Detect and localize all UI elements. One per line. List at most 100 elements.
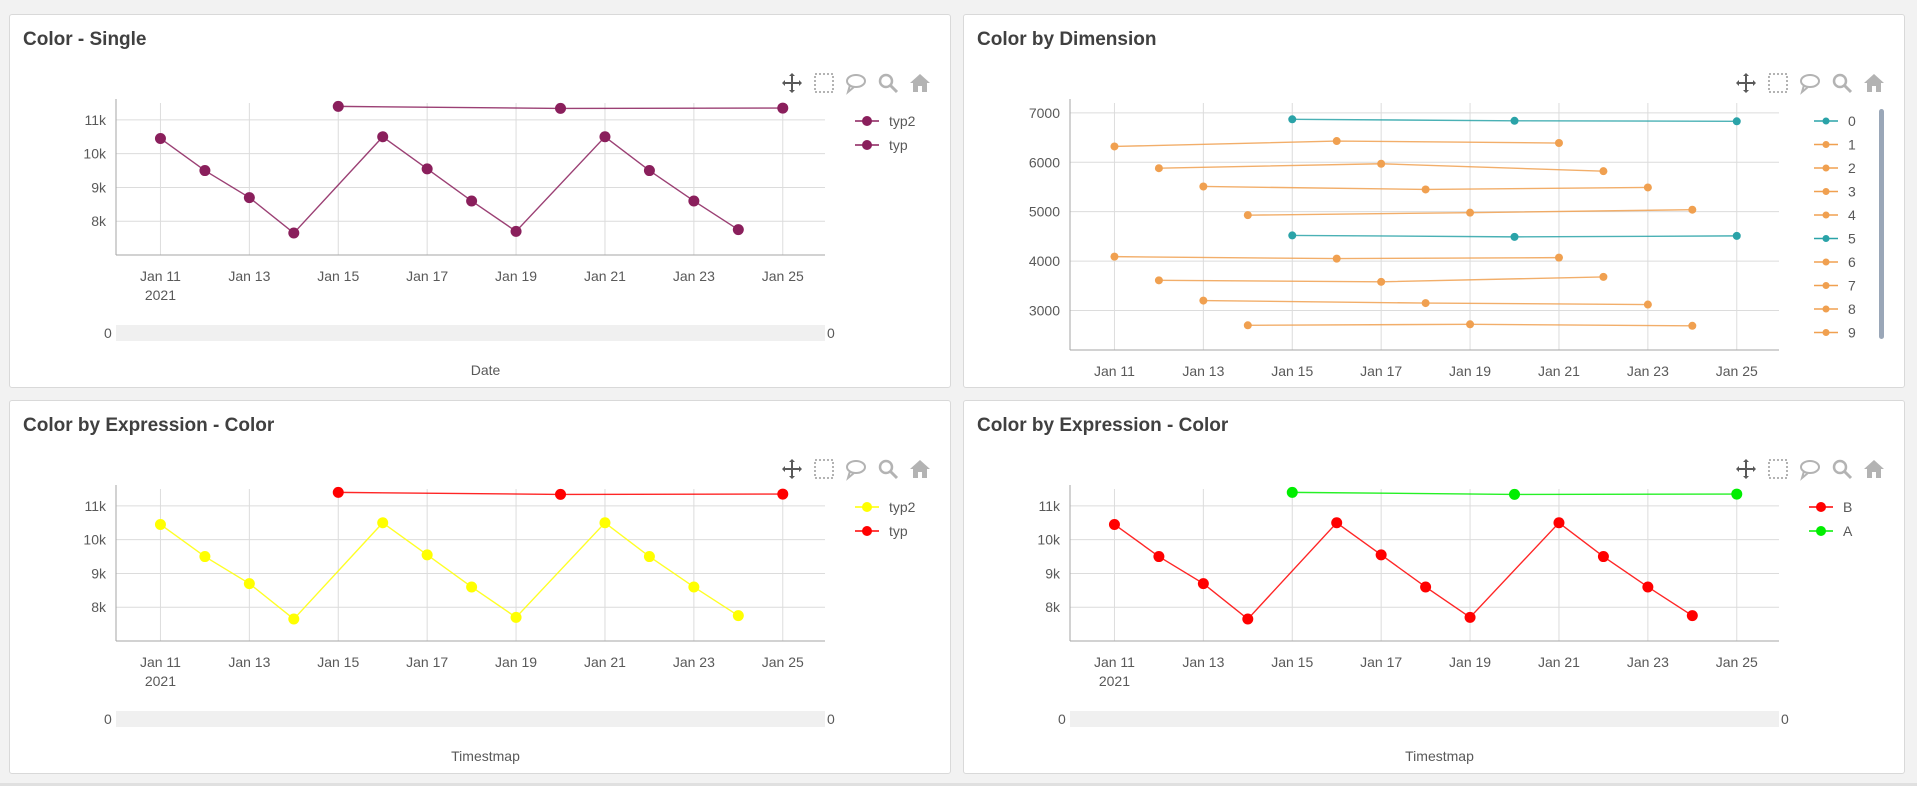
data-point-4[interactable] bbox=[1243, 211, 1252, 220]
data-point-8[interactable] bbox=[1643, 300, 1652, 309]
data-point-0[interactable] bbox=[1510, 116, 1519, 125]
zoom-icon[interactable] bbox=[1830, 457, 1854, 481]
data-point-5[interactable] bbox=[1288, 231, 1297, 240]
data-point-typ2[interactable] bbox=[199, 551, 211, 563]
data-point-5[interactable] bbox=[1732, 231, 1741, 240]
data-point-typ2[interactable] bbox=[510, 611, 522, 623]
data-point-B[interactable] bbox=[1464, 611, 1476, 623]
legend-label[interactable]: 1 bbox=[1848, 137, 1856, 153]
legend-label[interactable]: typ2 bbox=[889, 499, 916, 515]
data-point-typ2[interactable] bbox=[599, 517, 611, 529]
data-point-A[interactable] bbox=[1509, 488, 1521, 500]
data-point-typ2[interactable] bbox=[154, 518, 166, 530]
data-point-1[interactable] bbox=[1554, 139, 1563, 148]
data-point-6[interactable] bbox=[1332, 254, 1341, 263]
legend-label[interactable]: 4 bbox=[1848, 207, 1856, 223]
data-point-1[interactable] bbox=[1110, 142, 1119, 151]
data-point-typ2[interactable] bbox=[377, 517, 389, 529]
data-point-B[interactable] bbox=[1242, 613, 1254, 625]
line-chart[interactable]: 11k 10k 9k 8k Jan 11 2021 Jan 13 Jan 15 Jan 17 Ja… bbox=[10, 401, 952, 775]
home-icon[interactable] bbox=[1862, 457, 1886, 481]
data-point-0[interactable] bbox=[1288, 115, 1297, 124]
data-point-B[interactable] bbox=[1331, 517, 1343, 529]
data-point-typ2[interactable] bbox=[732, 610, 744, 622]
home-icon[interactable] bbox=[908, 457, 932, 481]
data-point-2[interactable] bbox=[1599, 167, 1608, 176]
legend-label[interactable]: 0 bbox=[1848, 113, 1856, 129]
legend-label[interactable]: A bbox=[1843, 523, 1853, 539]
data-point-B[interactable] bbox=[1108, 518, 1120, 530]
legend-label[interactable]: 6 bbox=[1848, 254, 1856, 270]
legend-label[interactable]: B bbox=[1843, 499, 1852, 515]
data-point-B[interactable] bbox=[1197, 578, 1209, 590]
data-point-4[interactable] bbox=[1466, 208, 1475, 217]
data-point-typ[interactable] bbox=[377, 131, 389, 143]
data-point-typ2[interactable] bbox=[688, 581, 700, 593]
data-point-typ2[interactable] bbox=[643, 551, 655, 563]
comment-icon[interactable] bbox=[844, 457, 868, 481]
data-point-0[interactable] bbox=[1732, 117, 1741, 126]
data-point-typ2[interactable] bbox=[421, 549, 433, 561]
data-point-2[interactable] bbox=[1154, 164, 1163, 173]
data-point-7[interactable] bbox=[1377, 277, 1386, 286]
data-point-typ[interactable] bbox=[154, 132, 166, 144]
zoom-icon[interactable] bbox=[876, 71, 900, 95]
data-point-A[interactable] bbox=[1286, 486, 1298, 498]
data-point-9[interactable] bbox=[1243, 321, 1252, 330]
data-point-3[interactable] bbox=[1199, 182, 1208, 191]
zoom-icon[interactable] bbox=[1830, 71, 1854, 95]
data-point-2[interactable] bbox=[1377, 159, 1386, 168]
zoom-icon[interactable] bbox=[876, 457, 900, 481]
data-point-7[interactable] bbox=[1154, 276, 1163, 285]
legend-label[interactable]: typ bbox=[889, 523, 908, 539]
data-point-B[interactable] bbox=[1642, 581, 1654, 593]
data-point-6[interactable] bbox=[1554, 253, 1563, 262]
line-chart[interactable]: 11k 10k 9k 8k Jan 11 2021 Jan 13 Jan 15 Jan 17 Ja… bbox=[10, 15, 952, 389]
data-point-8[interactable] bbox=[1199, 296, 1208, 305]
data-point-1[interactable] bbox=[1332, 137, 1341, 146]
home-icon[interactable] bbox=[1862, 71, 1886, 95]
data-point-7[interactable] bbox=[1599, 272, 1608, 281]
home-icon[interactable] bbox=[908, 71, 932, 95]
data-point-typ[interactable] bbox=[555, 488, 567, 500]
line-chart[interactable]: 7000 6000 5000 4000 3000 Jan 11 Jan 13 Jan 15 Ja… bbox=[964, 15, 1906, 389]
data-point-5[interactable] bbox=[1510, 232, 1519, 241]
data-point-9[interactable] bbox=[1688, 321, 1697, 330]
data-point-8[interactable] bbox=[1421, 299, 1430, 308]
data-point-typ2[interactable] bbox=[466, 581, 478, 593]
range-scrollbar[interactable] bbox=[116, 711, 825, 727]
legend-label[interactable]: 8 bbox=[1848, 301, 1856, 317]
data-point-B[interactable] bbox=[1597, 551, 1609, 563]
data-point-typ[interactable] bbox=[777, 488, 789, 500]
lasso-select-icon[interactable] bbox=[1766, 71, 1790, 95]
move-icon[interactable] bbox=[1734, 71, 1758, 95]
comment-icon[interactable] bbox=[1798, 71, 1822, 95]
data-point-typ[interactable] bbox=[510, 225, 522, 237]
move-icon[interactable] bbox=[780, 457, 804, 481]
data-point-B[interactable] bbox=[1686, 610, 1698, 622]
data-point-typ2[interactable] bbox=[777, 102, 789, 114]
data-point-typ[interactable] bbox=[332, 486, 344, 498]
data-point-4[interactable] bbox=[1688, 205, 1697, 214]
data-point-B[interactable] bbox=[1553, 517, 1565, 529]
legend-scrollbar[interactable] bbox=[1879, 109, 1884, 339]
lasso-select-icon[interactable] bbox=[1766, 457, 1790, 481]
data-point-B[interactable] bbox=[1375, 549, 1387, 561]
legend-label[interactable]: 9 bbox=[1848, 325, 1856, 341]
comment-icon[interactable] bbox=[1798, 457, 1822, 481]
data-point-6[interactable] bbox=[1110, 252, 1119, 261]
data-point-typ[interactable] bbox=[243, 192, 255, 204]
move-icon[interactable] bbox=[780, 71, 804, 95]
data-point-typ2[interactable] bbox=[243, 578, 255, 590]
data-point-typ2[interactable] bbox=[332, 100, 344, 112]
legend-label[interactable]: 3 bbox=[1848, 184, 1856, 200]
data-point-9[interactable] bbox=[1466, 320, 1475, 329]
legend-label[interactable]: 7 bbox=[1848, 278, 1856, 294]
data-point-3[interactable] bbox=[1421, 185, 1430, 194]
data-point-typ[interactable] bbox=[199, 165, 211, 177]
legend-label[interactable]: 2 bbox=[1848, 160, 1856, 176]
data-point-B[interactable] bbox=[1420, 581, 1432, 593]
data-point-typ[interactable] bbox=[732, 224, 744, 236]
data-point-typ[interactable] bbox=[688, 195, 700, 207]
lasso-select-icon[interactable] bbox=[812, 457, 836, 481]
